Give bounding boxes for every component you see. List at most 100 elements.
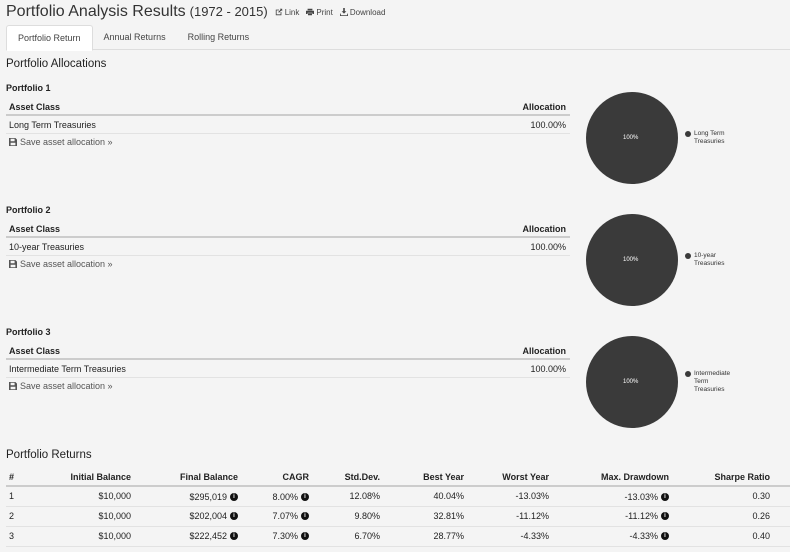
allocation-cell: 100.00%: [530, 363, 566, 374]
save-icon: [9, 382, 17, 390]
print-label: Print: [316, 7, 333, 17]
asset-class-cell: Intermediate Term Treasuries: [9, 363, 126, 374]
print-icon: [306, 8, 315, 16]
info-icon[interactable]: i: [661, 512, 669, 521]
allocation-pie-chart: 100%: [586, 336, 678, 428]
cagr-cell: 8.00% i: [242, 486, 313, 507]
allocation-cell: 100.00%: [530, 119, 566, 130]
sharpe-ratio-cell: 0.40: [673, 526, 774, 547]
asset-class-header: Asset Class: [9, 101, 61, 112]
info-icon[interactable]: i: [661, 532, 669, 541]
period-range: (1972 - 2015): [189, 4, 268, 19]
cagr-cell: 7.07% i: [242, 506, 313, 527]
asset-class-header: Asset Class: [9, 223, 61, 234]
final-balance-cell: $222,452 i: [135, 526, 242, 547]
save-label: Save asset allocation »: [20, 137, 113, 147]
download-icon: [339, 8, 348, 16]
info-icon[interactable]: i: [230, 512, 238, 521]
portfolio-3-allocation: Portfolio 3 Asset Class Allocation Inter…: [6, 327, 790, 437]
col-spacer: [774, 469, 790, 487]
print-button[interactable]: Print: [306, 7, 333, 17]
legend-swatch: [685, 253, 691, 259]
page-title: Portfolio Analysis Results: [6, 3, 186, 20]
legend-label: 10-year Treasuries: [694, 252, 725, 267]
col-header-initial-balance: Initial Balance: [51, 469, 135, 487]
download-button[interactable]: Download: [339, 7, 386, 17]
allocation-cell: 100.00%: [530, 241, 566, 252]
allocation-row: Intermediate Term Treasuries 100.00%: [6, 360, 570, 378]
portfolio-name: Portfolio 2: [6, 205, 51, 215]
stddev-cell: 12.08%: [313, 486, 384, 507]
link-label: Link: [284, 7, 300, 17]
initial-balance-cell: $10,000: [51, 486, 135, 507]
save-asset-allocation-link[interactable]: Save asset allocation »: [9, 137, 113, 147]
row-number: 1: [6, 486, 51, 507]
save-icon: [9, 138, 17, 146]
sharpe-ratio-cell: 0.30: [673, 486, 774, 507]
tab-portfolio-return[interactable]: Portfolio Return: [6, 25, 93, 51]
save-icon: [9, 260, 17, 268]
allocation-header: Allocation: [522, 223, 566, 234]
table-row: 2 $10,000 $202,004 i 7.07% i 9.80% 32.81% …: [6, 506, 790, 527]
best-year-cell: 28.77%: [384, 526, 468, 547]
row-spacer: [774, 506, 790, 527]
legend-swatch: [685, 131, 691, 137]
worst-year-cell: -4.33%: [468, 526, 553, 547]
table-row: 1 $10,000 $295,019 i 8.00% i 12.08% 40.04%…: [6, 486, 790, 507]
allocation-table: Asset Class Allocation Long Term Treasur…: [6, 99, 570, 134]
portfolio-name: Portfolio 1: [6, 83, 51, 93]
initial-balance-cell: $10,000: [51, 506, 135, 527]
max-drawdown-cell: -13.03% i: [553, 486, 673, 507]
row-number: 3: [6, 526, 51, 547]
info-icon[interactable]: i: [301, 492, 309, 501]
allocation-table-header: Asset Class Allocation: [6, 221, 570, 238]
page-header: Portfolio Analysis Results (1972 - 2015)…: [6, 3, 385, 23]
tab-rolling-returns[interactable]: Rolling Returns: [187, 32, 250, 42]
allocation-table-header: Asset Class Allocation: [6, 99, 570, 116]
best-year-cell: 32.81%: [384, 506, 468, 527]
pie-legend: Intermediate Term Treasuries: [685, 370, 730, 394]
col-header-max-drawdown: Max. Drawdown: [553, 469, 673, 487]
save-label: Save asset allocation »: [20, 259, 113, 269]
info-icon[interactable]: i: [301, 512, 309, 521]
row-number: 2: [6, 506, 51, 527]
external-link-icon: [275, 8, 282, 16]
portfolio-2-allocation: Portfolio 2 Asset Class Allocation 10-ye…: [6, 205, 790, 315]
col-header-stddev: Std.Dev.: [313, 469, 384, 487]
stddev-cell: 9.80%: [313, 506, 384, 527]
portfolio-name: Portfolio 3: [6, 327, 51, 337]
save-asset-allocation-link[interactable]: Save asset allocation »: [9, 381, 113, 391]
allocations-section-title: Portfolio Allocations: [6, 58, 107, 70]
info-icon[interactable]: i: [661, 492, 669, 501]
col-header-best-year: Best Year: [384, 469, 468, 487]
portfolio-returns-table: # Initial Balance Final Balance CAGR Std…: [6, 469, 790, 547]
sharpe-ratio-cell: 0.26: [673, 506, 774, 527]
info-icon[interactable]: i: [301, 532, 309, 541]
col-header-worst-year: Worst Year: [468, 469, 553, 487]
asset-class-header: Asset Class: [9, 345, 61, 356]
final-balance-cell: $295,019 i: [135, 486, 242, 507]
legend-label: Long Term Treasuries: [694, 130, 725, 145]
save-label: Save asset allocation »: [20, 381, 113, 391]
download-label: Download: [349, 7, 386, 17]
legend-swatch: [685, 371, 691, 377]
max-drawdown-cell: -11.12% i: [553, 506, 673, 527]
asset-class-cell: Long Term Treasuries: [9, 119, 96, 130]
link-button[interactable]: Link: [275, 7, 300, 17]
save-asset-allocation-link[interactable]: Save asset allocation »: [9, 259, 113, 269]
worst-year-cell: -11.12%: [468, 506, 553, 527]
allocation-table-header: Asset Class Allocation: [6, 343, 570, 360]
portfolio-1-allocation: Portfolio 1 Asset Class Allocation Long …: [6, 83, 790, 193]
cagr-cell: 7.30% i: [242, 526, 313, 547]
info-icon[interactable]: i: [230, 492, 238, 501]
row-spacer: [774, 526, 790, 547]
info-icon[interactable]: i: [230, 532, 238, 541]
returns-header-row: # Initial Balance Final Balance CAGR Std…: [6, 469, 790, 487]
col-header-number: #: [6, 469, 51, 487]
pie-legend: Long Term Treasuries: [685, 130, 725, 146]
final-balance-cell: $202,004 i: [135, 506, 242, 527]
tab-annual-returns[interactable]: Annual Returns: [103, 32, 166, 42]
allocation-row: 10-year Treasuries 100.00%: [6, 238, 570, 256]
row-spacer: [774, 486, 790, 507]
pie-slice-label: 100%: [623, 257, 639, 263]
